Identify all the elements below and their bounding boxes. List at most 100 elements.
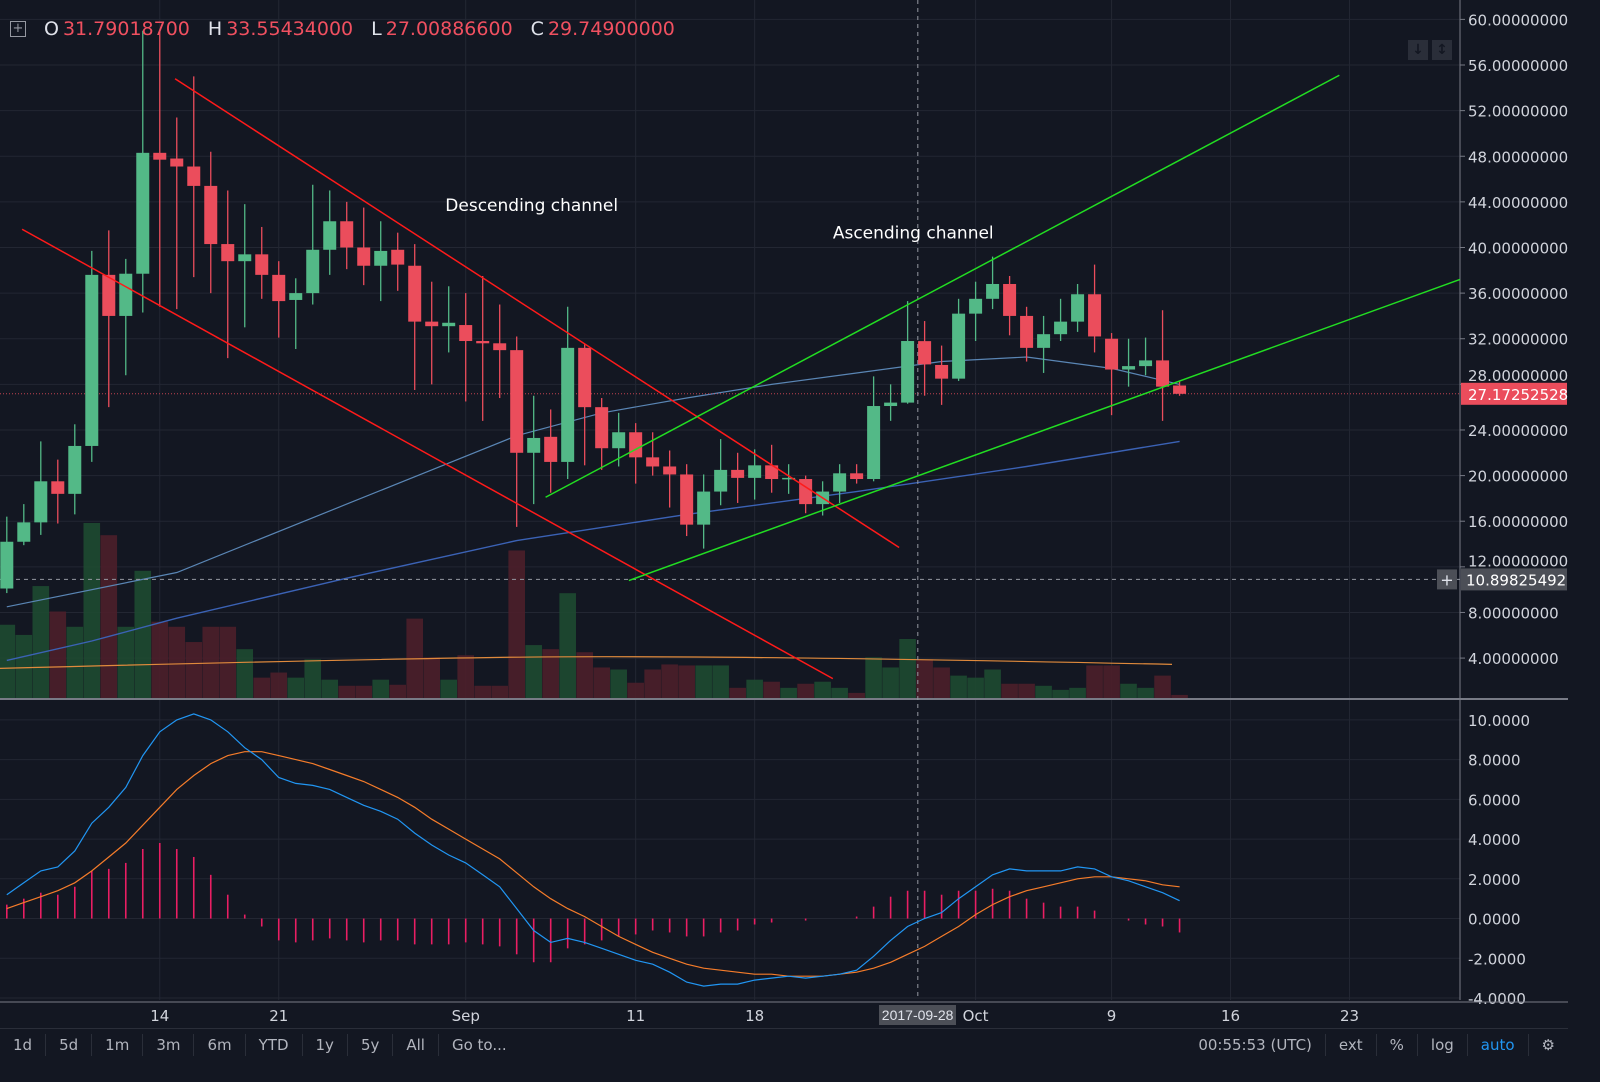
high-label: H <box>207 18 223 40</box>
volume-bar <box>457 655 475 698</box>
candle-body <box>612 432 626 449</box>
macd-tick-label: 4.0000 <box>1468 831 1521 849</box>
volume-bar <box>66 626 84 698</box>
gear-icon[interactable]: ⚙ <box>1541 1036 1555 1054</box>
candle <box>391 232 405 291</box>
clock[interactable]: 00:55:53 (UTC) <box>1185 1034 1326 1056</box>
time-tick-label: Sep <box>452 1007 480 1025</box>
candle-body <box>527 437 541 453</box>
arrow-down-icon[interactable]: ↓ <box>1408 40 1428 60</box>
open-label: O <box>44 18 59 40</box>
candle-body <box>68 445 82 494</box>
bottom-toolbar: 1d 5d 1m 3m 6m YTD 1y 5y All Go to... 00… <box>0 1028 1568 1061</box>
candle <box>1037 315 1051 373</box>
volume-bar <box>712 665 729 698</box>
candle <box>901 301 915 404</box>
macd-line <box>6 713 1180 987</box>
candle <box>731 452 745 503</box>
candle-body <box>765 465 779 480</box>
range-all[interactable]: All <box>393 1034 439 1056</box>
candle <box>969 281 983 342</box>
time-tick-label: 14 <box>150 1007 169 1025</box>
trendline-ascending-upper <box>545 74 1340 498</box>
range-1y[interactable]: 1y <box>303 1034 348 1056</box>
candle <box>323 190 337 275</box>
candle-body <box>884 402 898 407</box>
time-tick-label: 21 <box>269 1007 288 1025</box>
range-3m[interactable]: 3m <box>143 1034 195 1056</box>
candle-body <box>17 522 31 542</box>
candle-body <box>646 457 660 467</box>
volume-bar <box>117 626 135 698</box>
volume-bar <box>49 611 67 698</box>
candle-body <box>629 432 643 458</box>
candle <box>187 76 201 278</box>
price-chart[interactable]: 60.00000000 56.00000000 52.00000000 48.0000… <box>0 0 1568 1028</box>
volume-bar <box>967 677 984 698</box>
volume-bar <box>729 687 746 698</box>
candle-body <box>153 152 167 160</box>
go-to-button[interactable]: Go to... <box>451 1036 507 1054</box>
candle-body <box>578 347 592 408</box>
candle-body <box>561 347 575 462</box>
candle <box>1088 264 1102 353</box>
range-ytd[interactable]: YTD <box>246 1034 303 1056</box>
volume-bar <box>627 682 644 698</box>
candle <box>510 336 524 527</box>
candle <box>136 30 150 313</box>
candle-body <box>1071 294 1085 322</box>
volume-bar <box>525 645 542 698</box>
candle-body <box>425 321 439 327</box>
candle <box>204 151 218 294</box>
add-indicator-icon[interactable]: + <box>10 21 26 37</box>
candle-body <box>952 313 966 379</box>
candle-body <box>391 249 405 265</box>
candle <box>918 321 932 396</box>
volume-bar <box>950 675 967 698</box>
candle <box>357 207 371 286</box>
candle-body <box>782 477 796 480</box>
range-5d[interactable]: 5d <box>46 1034 93 1056</box>
candle-body <box>986 283 1000 299</box>
candle <box>765 444 779 493</box>
auto-toggle[interactable]: auto <box>1468 1034 1529 1056</box>
crosshair-add-button <box>1437 569 1457 590</box>
percent-toggle[interactable]: % <box>1377 1034 1418 1056</box>
candle-body <box>595 407 609 449</box>
price-tick-label: 40.00000000 <box>1468 239 1568 257</box>
candle-body <box>340 221 354 248</box>
candle-body <box>136 152 150 274</box>
ext-toggle[interactable]: ext <box>1326 1034 1377 1056</box>
range-1m[interactable]: 1m <box>92 1034 144 1056</box>
candle-body <box>476 341 490 344</box>
last-price-badge <box>1461 382 1567 405</box>
volume-bar <box>1137 687 1154 698</box>
range-6m[interactable]: 6m <box>194 1034 246 1056</box>
candle <box>1139 337 1153 376</box>
volume-ma-line <box>0 656 1173 669</box>
candle <box>867 376 881 482</box>
range-5y[interactable]: 5y <box>348 1034 394 1056</box>
volume-bar <box>100 535 118 698</box>
candle-body <box>1122 366 1136 370</box>
range-1d[interactable]: 1d <box>0 1034 47 1056</box>
crosshair-price-label: 10.89825492 <box>1466 571 1566 589</box>
candle <box>1054 298 1068 342</box>
candle-body <box>935 364 949 379</box>
candle <box>459 293 473 402</box>
log-toggle[interactable]: log <box>1418 1034 1468 1056</box>
candle <box>340 201 354 270</box>
candle <box>1020 306 1034 362</box>
volume-bar <box>610 669 627 698</box>
chart-background <box>0 0 1568 1028</box>
volume-bar <box>576 652 593 698</box>
volume-bar <box>916 659 933 698</box>
volume-bar <box>355 685 373 698</box>
arrow-up-down-icon[interactable]: ↕ <box>1432 40 1452 60</box>
candle-body <box>442 322 456 327</box>
volume-bar <box>746 679 763 698</box>
volume-bar <box>1154 675 1171 698</box>
volume-bar <box>151 621 169 698</box>
candle <box>1105 333 1119 416</box>
candle <box>255 226 269 299</box>
